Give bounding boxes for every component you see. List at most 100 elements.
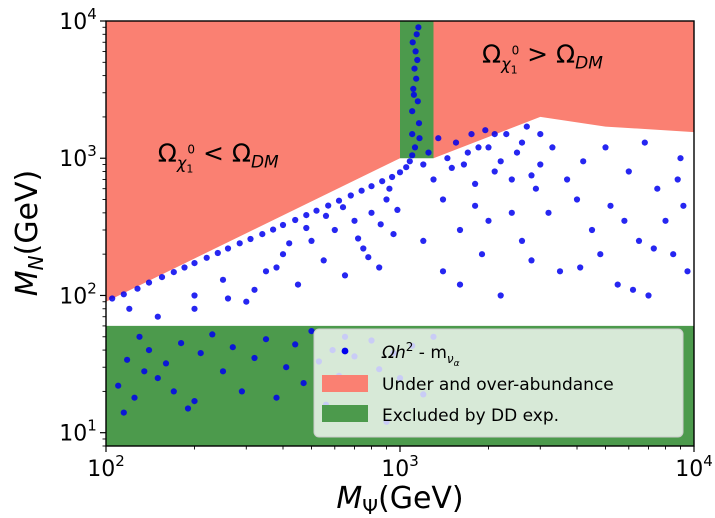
data-point	[485, 217, 492, 224]
data-point	[126, 305, 133, 312]
data-point	[322, 212, 330, 219]
legend: Ωh2 - mνα Under and over-abundance Exclu…	[313, 328, 684, 438]
data-point	[136, 333, 143, 340]
data-point	[439, 268, 447, 275]
data-point	[411, 65, 418, 72]
data-point	[383, 196, 390, 203]
data-point	[602, 144, 609, 151]
legend-label-abundance: Under and over-abundance	[382, 375, 614, 395]
data-point	[607, 202, 614, 209]
data-point	[115, 382, 122, 389]
data-point	[292, 216, 299, 224]
data-point	[518, 237, 526, 244]
legend-marker-points	[341, 347, 349, 355]
data-point	[303, 212, 310, 219]
data-point	[468, 131, 475, 138]
legend-label-points: Ωh2 - mνα	[381, 340, 460, 369]
data-point	[472, 202, 479, 209]
data-point	[518, 139, 526, 146]
data-point	[273, 264, 280, 271]
data-point	[420, 161, 427, 168]
data-point	[219, 368, 227, 375]
data-point	[396, 169, 404, 176]
data-point	[680, 202, 687, 209]
data-point	[300, 380, 307, 387]
data-point	[410, 91, 417, 98]
data-point	[279, 221, 287, 229]
data-point	[292, 341, 299, 348]
data-point	[279, 251, 287, 258]
data-point	[313, 207, 320, 214]
data-point	[360, 245, 367, 252]
data-point	[625, 168, 632, 175]
data-point	[435, 135, 442, 142]
data-point	[670, 251, 677, 258]
data-point	[409, 39, 416, 46]
data-point	[386, 185, 393, 192]
data-point	[532, 185, 540, 192]
y-tick-label: 101	[59, 417, 97, 447]
data-point	[203, 254, 210, 261]
data-point	[209, 331, 216, 338]
data-point	[597, 251, 604, 258]
data-point	[251, 354, 258, 362]
y-tick-label: 102	[59, 279, 97, 309]
data-point	[414, 56, 421, 64]
data-point	[444, 155, 451, 162]
data-point	[635, 237, 643, 244]
data-point	[654, 185, 661, 192]
x-axis-title: MΨ(GeV)	[336, 481, 463, 518]
data-point	[197, 350, 204, 357]
legend-swatch-abundance	[322, 375, 368, 392]
data-point	[508, 209, 515, 216]
data-point	[456, 281, 464, 288]
data-point	[641, 139, 648, 146]
data-point	[219, 276, 227, 283]
data-point	[430, 176, 437, 183]
data-point	[341, 272, 349, 279]
data-point	[537, 131, 544, 138]
data-point	[262, 268, 270, 275]
data-point	[452, 139, 460, 146]
data-point	[259, 231, 266, 238]
data-point	[629, 286, 637, 293]
data-point	[331, 226, 338, 234]
data-point	[335, 197, 343, 204]
data-point	[491, 168, 498, 175]
data-point	[191, 292, 198, 299]
data-point	[154, 313, 161, 320]
data-point	[131, 394, 138, 401]
data-point	[650, 245, 657, 252]
data-point	[503, 131, 510, 138]
data-point	[109, 295, 116, 302]
data-point	[368, 209, 375, 216]
data-point	[485, 144, 492, 151]
data-point	[415, 120, 423, 127]
region-annotations: Ωχ10 < ΩDM Ωχ10 > ΩDM	[158, 39, 603, 175]
data-point	[158, 274, 166, 281]
data-point	[141, 368, 148, 375]
data-point	[684, 268, 691, 275]
data-point	[448, 164, 455, 171]
data-point	[224, 295, 232, 302]
data-point	[124, 356, 131, 363]
region-excluded-3	[400, 21, 434, 159]
data-point	[184, 405, 192, 412]
data-point	[376, 264, 383, 271]
data-point	[178, 340, 185, 347]
x-tick-label: 104	[675, 452, 713, 482]
data-point	[456, 226, 464, 234]
data-point	[409, 108, 416, 115]
data-point	[365, 254, 372, 261]
region-annotation-1: Ωχ10 > ΩDM	[482, 39, 603, 76]
data-point	[170, 388, 177, 395]
data-point	[251, 286, 258, 293]
data-point	[294, 281, 302, 288]
data-point	[368, 183, 375, 190]
data-point	[120, 291, 127, 298]
data-point	[377, 221, 384, 228]
data-point	[145, 347, 153, 354]
x-tick-label: 102	[87, 452, 125, 482]
data-point	[464, 149, 471, 156]
data-point	[191, 398, 198, 405]
